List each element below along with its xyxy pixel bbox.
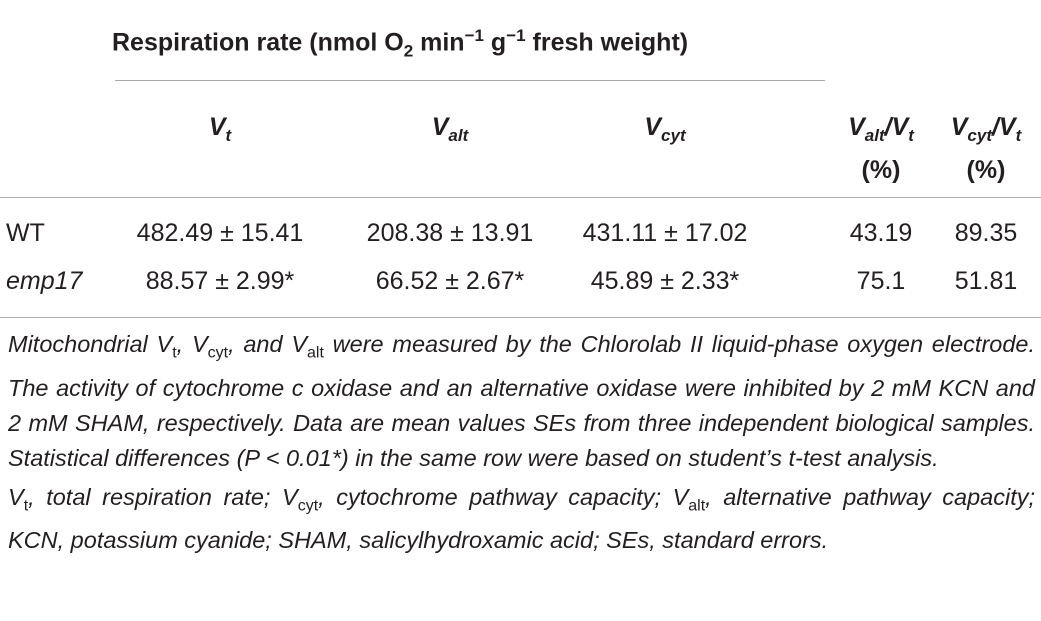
column-header: Vcyt/Vt (%) [951, 110, 1022, 187]
col-text: /V [884, 113, 909, 141]
table-cell: 482.49 ± 15.41 [136, 219, 304, 247]
col-sub: t [908, 126, 914, 145]
col-sub: cyt [967, 126, 992, 145]
note-sub: cyt [207, 344, 229, 362]
group-header: Respiration rate (nmol O2 min−1 g−1 fres… [112, 26, 688, 61]
note-sub: cyt [297, 497, 319, 515]
note-text: Mitochondrial V [8, 331, 173, 357]
column-header: Vt [209, 110, 231, 153]
table-cell: 88.57 ± 2.99* [145, 267, 295, 295]
note-text: V [8, 483, 24, 510]
header-text: fresh weight) [525, 28, 689, 57]
note: Vt, total respiration rate; Vcyt, cytoch… [8, 480, 1035, 559]
header-superscript: −1 [506, 26, 526, 45]
col-sub: cyt [661, 126, 686, 145]
row-label: emp17 [6, 267, 83, 295]
col-text: V [950, 113, 968, 141]
col-unit: (%) [966, 156, 1006, 184]
table-cell: 43.19 [849, 219, 913, 247]
table-cell: 66.52 ± 2.67* [375, 267, 525, 295]
note-text: were measured by the Chlorolab II liquid… [8, 331, 1036, 471]
col-sub: t [1015, 126, 1022, 145]
table-cell: 431.11 ± 17.02 [582, 219, 748, 247]
bottom-rule [0, 317, 1041, 318]
note: Mitochondrial Vt, Vcyt, and Valt were me… [8, 327, 1035, 476]
note-text: , and V [228, 331, 308, 357]
col-text: V [848, 113, 865, 141]
column-header: Vcyt [644, 110, 685, 153]
header-subscript: 2 [403, 41, 414, 61]
note-text: , cytochrome pathway capacity; V [318, 483, 689, 510]
group-rule [115, 80, 825, 81]
col-unit: (%) [861, 156, 901, 184]
note-text: , alternative pathway capacity; KCN, pot… [8, 483, 1036, 554]
col-sub: alt [864, 126, 885, 145]
table-cell: 45.89 ± 2.33* [590, 267, 740, 295]
col-text: V [431, 113, 449, 141]
col-sub: t [225, 126, 232, 145]
header-text: Respiration rate (nmol O [112, 28, 404, 57]
note-sub: alt [688, 497, 706, 515]
note-sub: t [23, 497, 29, 515]
table-cell: 75.1 [856, 267, 906, 295]
header-superscript: −1 [464, 26, 484, 45]
note-sub: t [172, 344, 177, 362]
col-sub: alt [448, 126, 469, 145]
note-text: , total respiration rate; V [28, 483, 298, 510]
header-text: min [413, 28, 465, 57]
column-header: Valt/Vt (%) [848, 110, 914, 187]
table-cell: 89.35 [954, 219, 1018, 247]
header-text: g [483, 28, 507, 57]
col-text: V [208, 113, 226, 141]
col-text: /V [991, 113, 1016, 141]
table-cell: 51.81 [954, 267, 1018, 295]
table-notes: Mitochondrial Vt, Vcyt, and Valt were me… [8, 327, 1035, 558]
note-text: , V [176, 331, 208, 357]
note-sub: alt [307, 344, 324, 362]
column-header: Valt [432, 110, 469, 153]
row-label: WT [6, 219, 45, 247]
table-cell: 208.38 ± 13.91 [366, 219, 534, 247]
header-rule [0, 197, 1041, 198]
col-text: V [644, 113, 662, 141]
